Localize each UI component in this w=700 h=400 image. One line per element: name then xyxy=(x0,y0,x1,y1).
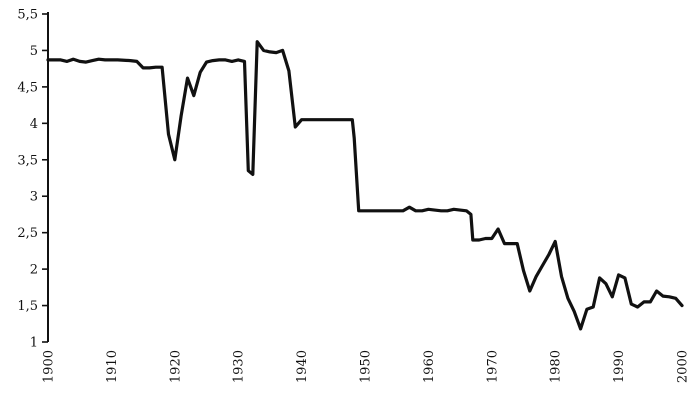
x-tick-label: 1960 xyxy=(422,350,437,383)
y-tick-label: 1,5 xyxy=(17,299,38,314)
y-tick-label: 4,5 xyxy=(17,80,38,95)
x-tick-label: 1950 xyxy=(359,350,374,383)
y-tick-label: 2,5 xyxy=(17,226,38,241)
x-tick-label: 1900 xyxy=(42,350,57,383)
x-tick-label: 1940 xyxy=(295,350,310,383)
series-line xyxy=(46,40,684,331)
y-tick-label: 3 xyxy=(30,190,38,205)
x-tick-label: 1970 xyxy=(485,350,500,383)
x-tick-label: 1920 xyxy=(168,350,183,383)
x-tick-label: 1990 xyxy=(612,350,627,383)
y-tick-label: 3,5 xyxy=(17,153,38,168)
y-tick-label: 5 xyxy=(30,44,38,59)
x-tick-label: 1930 xyxy=(232,350,247,383)
x-tick-label: 2000 xyxy=(676,350,691,383)
x-tick-label: 1910 xyxy=(105,350,120,383)
y-tick-label: 1 xyxy=(30,336,38,351)
y-tick-label: 4 xyxy=(30,117,38,132)
x-axis-ticks: 1900 1910 1920 1930 1940 1950 1960 1970 1980 1990… xyxy=(42,350,691,383)
y-tick-label: 2 xyxy=(30,263,38,278)
x-tick-label: 1980 xyxy=(549,350,564,383)
y-axis-ticks: 1 1,5 2 2,5 3 3,5 4 4,5 5 5,5 xyxy=(17,8,48,351)
y-tick-label: 5,5 xyxy=(17,8,38,23)
